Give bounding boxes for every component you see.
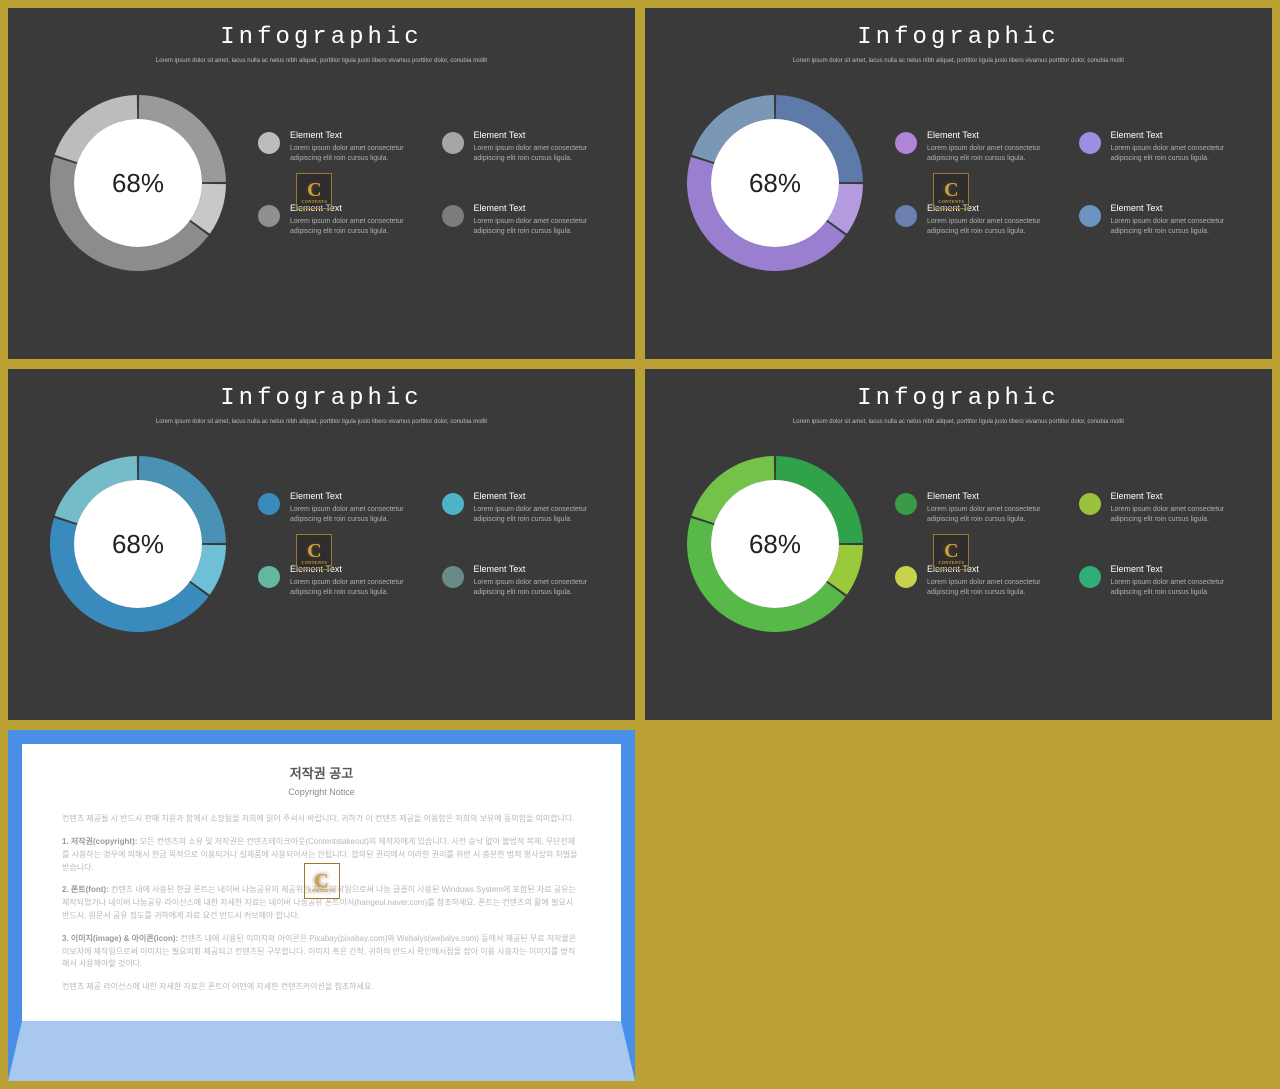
legend-item-body: Lorem ipsum dolor amet consectetur adipi… [1111,505,1243,525]
legend-item-body: Lorem ipsum dolor amet consectetur adipi… [1111,144,1243,164]
legend-item-body: Lorem ipsum dolor amet consectetur adipi… [1111,217,1243,237]
legend-dot-1 [442,493,464,515]
slide-green: Infographic Lorem ipsum dolor sit amet, l… [645,369,1272,720]
donut-chart: 68% [48,93,228,273]
legend-item-body: Lorem ipsum dolor amet consectetur adipi… [927,505,1059,525]
legend-dot-0 [895,132,917,154]
legend-item-3: Element Text Lorem ipsum dolor amet conse… [1079,203,1243,237]
legend-item-1: Element Text Lorem ipsum dolor amet conse… [442,491,606,525]
slide-subtitle: Lorem ipsum dolor sit amet, lacus nulla … [645,57,1272,65]
slide-title: Infographic [8,385,635,412]
legend-dot-2 [895,566,917,588]
legend-item-2: Element TextLorem ipsum dolor amet conse… [895,564,1059,598]
legend-item-title: Element Text [474,203,606,213]
donut-chart: 68% [48,454,228,634]
slide-blue: Infographic Lorem ipsum dolor sit amet, l… [8,369,635,720]
slide-grey: Infographic Lorem ipsum dolor sit amet, l… [8,8,635,359]
legend-dot-0 [895,493,917,515]
legend-item-0: Element Text Lorem ipsum dolor amet conse… [895,491,1059,525]
watermark-icon: C [933,173,969,209]
copyright-p4: 3. 이미지(image) & 아이콘(icon): 컨텐츠 내에 사용된 이미… [62,933,581,971]
slide-subtitle: Lorem ipsum dolor sit amet, lacus nulla … [8,418,635,426]
legend-dot-0 [258,132,280,154]
slide-subtitle: Lorem ipsum dolor sit amet, lacus nulla … [645,418,1272,426]
donut-center-label: 68% [48,454,228,634]
legend-item-2: Element TextLorem ipsum dolor amet conse… [895,203,1059,237]
copyright-title-ko: 저작권 공고 [62,764,581,785]
slide-subtitle: Lorem ipsum dolor sit amet, lacus nulla … [8,57,635,65]
watermark-icon: C [296,173,332,209]
legend-dot-2 [895,205,917,227]
legend-item-body: Lorem ipsum dolor amet consectetur adipi… [927,217,1059,237]
legend-dot-2 [258,205,280,227]
legend-item-2: Element TextLorem ipsum dolor amet conse… [258,203,422,237]
legend-dot-3 [1079,566,1101,588]
copyright-p5: 컨텐츠 제공 라이선스에 내한 자세한 자료은 폰트이 어떤에 자세한 컨텐츠커… [62,981,581,994]
legend-item-0: Element Text Lorem ipsum dolor amet conse… [895,130,1059,164]
legend-item-body: Lorem ipsum dolor amet consectetur adipi… [474,144,606,164]
donut-chart: 68% [685,93,865,273]
slide-title: Infographic [8,24,635,51]
slide-title: Infographic [645,24,1272,51]
legend-item-title: Element Text [1111,564,1243,574]
legend-item-body: Lorem ipsum dolor amet consectetur adipi… [290,144,422,164]
legend-item-body: Lorem ipsum dolor amet consectetur adipi… [290,578,422,598]
legend-item-3: Element Text Lorem ipsum dolor amet conse… [1079,564,1243,598]
empty-cell [645,730,1272,1081]
legend-item-body: Lorem ipsum dolor amet consectetur adipi… [290,217,422,237]
legend-dot-1 [442,132,464,154]
legend-item-body: Lorem ipsum dolor amet consectetur adipi… [927,578,1059,598]
donut-center-label: 68% [685,93,865,273]
legend-item-0: Element Text Lorem ipsum dolor amet conse… [258,130,422,164]
legend-dot-3 [442,566,464,588]
copyright-p1: 컨텐츠 제공될 시 반드시 판매 지원과 함께서 소장됨을 저희에 읽어 주셔서… [62,813,581,826]
legend-item-body: Lorem ipsum dolor amet consectetur adipi… [1111,578,1243,598]
donut-center-label: 68% [48,93,228,273]
legend-item-title: Element Text [927,491,1059,501]
legend-item-1: Element Text Lorem ipsum dolor amet conse… [1079,130,1243,164]
legend-item-body: Lorem ipsum dolor amet consectetur adipi… [927,144,1059,164]
legend-dot-1 [1079,132,1101,154]
legend-item-title: Element Text [1111,491,1243,501]
legend-item-title: Element Text [474,491,606,501]
legend-item-body: Lorem ipsum dolor amet consectetur adipi… [474,578,606,598]
legend-dot-3 [442,205,464,227]
watermark-icon: C [296,534,332,570]
donut-center-label: 68% [685,454,865,634]
legend-item-3: Element Text Lorem ipsum dolor amet conse… [442,203,606,237]
slide-purple: Infographic Lorem ipsum dolor sit amet, l… [645,8,1272,359]
slide-grid: Infographic Lorem ipsum dolor sit amet, l… [8,8,1272,1081]
legend-dot-2 [258,566,280,588]
legend-item-title: Element Text [290,491,422,501]
donut-chart: 68% [685,454,865,634]
copyright-title-en: Copyright Notice [62,785,581,799]
legend-item-1: Element Text Lorem ipsum dolor amet conse… [442,130,606,164]
legend-item-body: Lorem ipsum dolor amet consectetur adipi… [474,217,606,237]
legend-item-body: Lorem ipsum dolor amet consectetur adipi… [474,505,606,525]
legend-item-title: Element Text [290,130,422,140]
slide-title: Infographic [645,385,1272,412]
legend-dot-0 [258,493,280,515]
legend-item-body: Lorem ipsum dolor amet consectetur adipi… [290,505,422,525]
slide-copyright: 저작권 공고 Copyright Notice 컨텐츠 제공될 시 반드시 판매… [8,730,635,1081]
legend-item-title: Element Text [1111,130,1243,140]
legend-item-title: Element Text [474,130,606,140]
legend-item-1: Element Text Lorem ipsum dolor amet conse… [1079,491,1243,525]
watermark-icon: C [304,863,340,899]
legend-item-0: Element Text Lorem ipsum dolor amet conse… [258,491,422,525]
legend-dot-3 [1079,205,1101,227]
legend-item-title: Element Text [1111,203,1243,213]
legend-item-title: Element Text [927,130,1059,140]
legend-dot-1 [1079,493,1101,515]
legend-item-title: Element Text [474,564,606,574]
legend-item-2: Element TextLorem ipsum dolor amet conse… [258,564,422,598]
watermark-icon: C [933,534,969,570]
legend-item-3: Element Text Lorem ipsum dolor amet conse… [442,564,606,598]
